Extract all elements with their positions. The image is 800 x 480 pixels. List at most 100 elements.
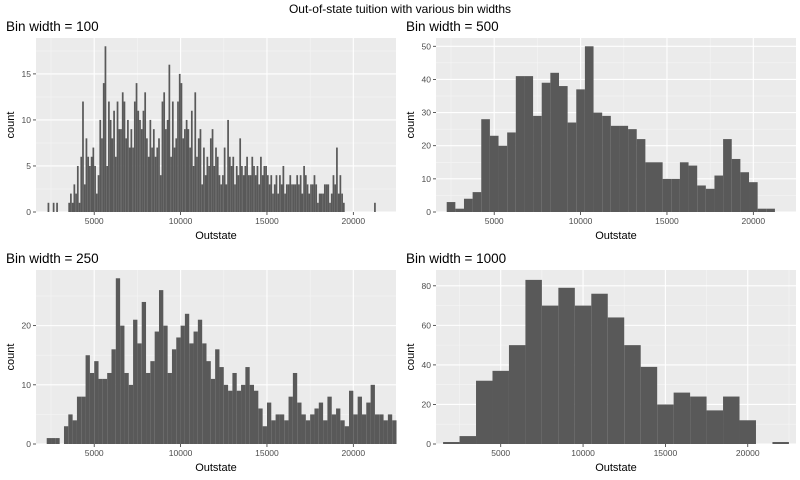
histogram-bar: [315, 184, 318, 212]
histogram-bar: [46, 438, 52, 444]
histogram-bar: [115, 278, 121, 444]
x-tick-label: 20000: [736, 448, 760, 458]
histogram-bar: [193, 331, 198, 444]
histogram-bar: [463, 198, 473, 212]
y-tick-label: 40: [422, 74, 432, 84]
histogram-bar: [171, 349, 177, 444]
y-axis-label: count: [405, 112, 417, 139]
y-tick-label: 15: [22, 69, 32, 79]
x-tick-label: 15000: [655, 216, 679, 226]
histogram-bar: [125, 138, 128, 212]
panel-title: Bin width = 250: [6, 251, 99, 266]
y-tick-label: 60: [422, 320, 432, 330]
histogram-bar: [55, 438, 60, 444]
histogram-bar: [361, 414, 367, 444]
y-tick-label: 5: [26, 161, 31, 171]
histogram-bar: [123, 101, 126, 212]
histogram-bar: [158, 290, 164, 444]
histogram-bar: [263, 165, 266, 212]
histogram-bar: [508, 345, 526, 444]
histogram-bar: [498, 145, 508, 212]
panel-bin-width-1000: Bin width = 1000 5000 10000 15000 20000 0 20 40…: [400, 248, 800, 478]
histogram-bar: [52, 202, 55, 212]
histogram-bar: [288, 396, 293, 444]
histogram-bar: [636, 139, 646, 212]
histogram-bar: [227, 119, 229, 212]
histogram-bar: [104, 46, 107, 213]
histogram-bar: [210, 378, 216, 444]
y-tick-label: 20: [422, 399, 432, 409]
histogram-bar: [247, 175, 250, 212]
histogram-bar: [671, 178, 680, 212]
panel-bin-width-250: Bin width = 250 5000 10000 15000 20000 0 10 20 O…: [0, 248, 400, 478]
histogram-bar: [219, 367, 224, 444]
histogram-bar: [271, 420, 276, 444]
histogram-bar: [327, 184, 330, 212]
histogram-bar: [118, 129, 121, 212]
histogram-bar: [239, 138, 242, 212]
histogram-bar: [318, 402, 324, 444]
histogram-bin-width-1000: Bin width = 1000 5000 10000 15000 20000 0 20 40…: [405, 251, 796, 474]
histogram-bar: [301, 414, 306, 444]
histogram-bar: [289, 175, 292, 212]
panel-title: Bin width = 1000: [406, 251, 506, 266]
histogram-bar: [706, 410, 724, 444]
histogram-bar: [593, 112, 603, 212]
histogram-bar: [85, 138, 88, 212]
histogram-bar: [310, 184, 312, 212]
x-tick-label: 5000: [491, 448, 510, 458]
histogram-bar: [308, 193, 311, 212]
histogram-bar: [73, 184, 76, 212]
histogram-bar: [266, 402, 272, 444]
y-tick-label: 50: [422, 41, 432, 51]
histogram-bar: [106, 165, 109, 212]
y-tick-label: 10: [22, 380, 32, 390]
histogram-bar: [260, 156, 262, 212]
histogram-bar: [170, 156, 172, 212]
histogram-bar: [459, 436, 477, 444]
histogram-bar: [320, 193, 323, 212]
histogram-bar: [82, 101, 84, 212]
histogram-bar: [204, 175, 207, 212]
histogram-bar: [223, 384, 229, 444]
histogram-bar: [80, 156, 83, 212]
y-tick-label: 30: [422, 108, 432, 118]
y-axis-label: count: [5, 344, 17, 371]
histogram-bar: [279, 175, 281, 212]
histogram-bar: [339, 175, 342, 212]
histogram-bar: [714, 175, 724, 212]
histogram-bar: [322, 193, 324, 212]
histogram-bar: [178, 73, 181, 213]
histogram-bar: [197, 319, 203, 444]
histogram-bar: [280, 184, 283, 212]
histogram-bar: [140, 129, 143, 212]
histogram-bar: [213, 165, 216, 212]
x-tick-label: 15000: [255, 448, 279, 458]
histogram-bar: [108, 101, 110, 212]
histogram-bar: [216, 156, 219, 212]
histogram-bar: [102, 378, 108, 444]
histogram-bar: [235, 165, 238, 212]
histogram-bar: [182, 138, 185, 212]
x-tick-label: 5000: [85, 448, 104, 458]
histogram-bar: [331, 414, 337, 444]
histogram-bar: [249, 175, 252, 212]
histogram-bar: [76, 165, 79, 212]
histogram-bar: [114, 156, 117, 212]
histogram-bar: [723, 396, 740, 444]
histogram-bar: [558, 287, 575, 444]
histogram-bar: [574, 305, 592, 444]
histogram-bar: [99, 119, 102, 212]
histogram-bin-width-250: Bin width = 250 5000 10000 15000 20000 0 10 20 O…: [5, 251, 397, 474]
histogram-bar: [576, 89, 585, 212]
histogram-bar: [610, 125, 620, 212]
histogram-bar: [120, 325, 125, 444]
histogram-bar: [158, 138, 160, 212]
histogram-bar: [624, 345, 641, 444]
histogram-bar: [128, 384, 134, 444]
histogram-bar: [251, 156, 254, 212]
x-axis-label: Outstate: [195, 462, 237, 474]
histogram-bar: [249, 384, 255, 444]
histogram-bar: [133, 319, 138, 444]
histogram-bar: [246, 156, 248, 212]
